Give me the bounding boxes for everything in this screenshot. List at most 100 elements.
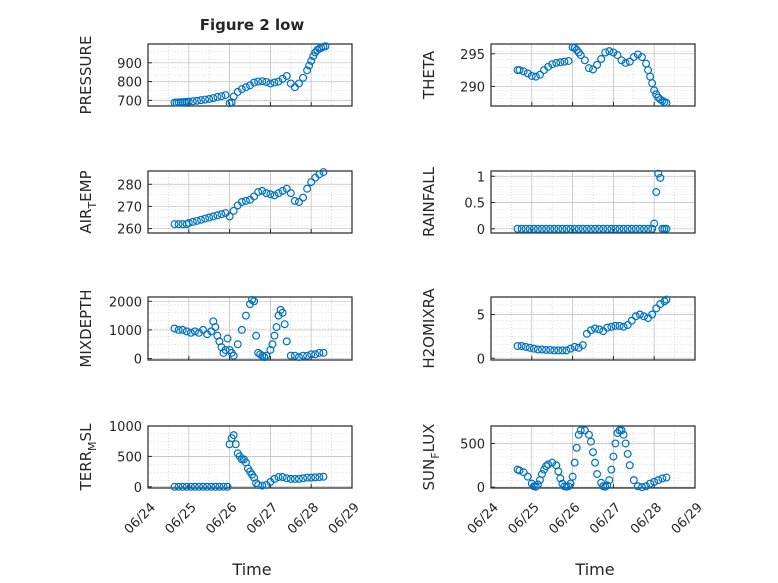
y-tick-label: 700 [117, 94, 142, 109]
data-point [182, 327, 191, 336]
data-point [662, 473, 671, 482]
y-tick-label: 260 [117, 223, 142, 238]
data-point [629, 476, 638, 485]
data-point [286, 474, 295, 483]
data-point [174, 325, 183, 334]
data-point [578, 341, 587, 350]
data-point [170, 482, 179, 491]
data-point [223, 482, 232, 491]
data-point [654, 476, 663, 485]
x-tick-label: 06/27 [587, 500, 624, 537]
data-point [282, 71, 291, 80]
panel-theta: 290 295 THETA [420, 43, 696, 107]
data-point [593, 470, 602, 479]
data-point [535, 70, 544, 79]
y-tick-label: 500 [117, 450, 142, 465]
data-point [529, 224, 538, 233]
data-point [299, 474, 308, 483]
axes-box [147, 425, 353, 489]
data-point [217, 210, 226, 219]
x-axis-label-right: Time [574, 560, 614, 579]
data-point [609, 48, 618, 57]
data-point [574, 224, 583, 233]
data-point [566, 479, 575, 488]
data-point [229, 92, 238, 101]
data-point [207, 482, 216, 491]
data-point [554, 224, 563, 233]
data-point [599, 224, 608, 233]
panel-air_temp: 260 270 280 AIRTEMP [77, 168, 353, 238]
y-tick-label: 280 [117, 178, 142, 193]
data-point [248, 295, 257, 304]
data-point [662, 295, 671, 304]
data-point [201, 214, 210, 223]
data-point [584, 430, 593, 439]
y-tick-label: 0 [134, 481, 142, 496]
data-point [523, 69, 532, 78]
data-point [290, 351, 299, 360]
data-point [282, 337, 291, 346]
y-tick-label: 500 [460, 437, 485, 452]
axes-box [147, 43, 353, 107]
panel-sun_flux: 0 500 06/24 06/25 06/26 06/27 06/28 06/29 SUNFLU… [420, 424, 706, 538]
data-point [260, 353, 269, 362]
data-point [519, 67, 528, 76]
data-point [223, 334, 232, 343]
panel-h2omixra: 0 5 H2OMIXRA [420, 288, 696, 369]
data-point [619, 224, 628, 233]
data-point [531, 72, 540, 81]
data-point [205, 213, 214, 222]
data-point [290, 196, 299, 205]
data-point [201, 95, 210, 104]
data-point [537, 345, 546, 354]
data-point [586, 437, 595, 446]
data-point [662, 98, 671, 107]
data-point [609, 452, 618, 461]
y-tick-label: 270 [117, 200, 142, 215]
data-point [305, 61, 314, 70]
data-point [568, 472, 577, 481]
x-tick-label: 06/26 [546, 500, 583, 537]
data-point [258, 481, 267, 490]
data-point [229, 431, 238, 440]
y-tick-label: 0 [477, 481, 485, 496]
data-point [603, 481, 612, 490]
data-point [241, 311, 250, 320]
data-point [258, 77, 267, 86]
data-point [656, 173, 665, 182]
data-point [313, 46, 322, 55]
data-point [580, 426, 589, 435]
y-tick-label: 0 [477, 223, 485, 238]
data-point [576, 51, 585, 60]
data-point [254, 188, 263, 197]
data-point [574, 343, 583, 352]
panel-mixdepth: 0 1000 2000 MIXDEPTH [77, 289, 353, 368]
data-point [586, 224, 595, 233]
data-point [311, 350, 320, 359]
data-point [537, 224, 546, 233]
data-point [233, 340, 242, 349]
data-point [570, 43, 579, 52]
data-point [637, 53, 646, 62]
data-point [203, 482, 212, 491]
data-point [270, 474, 279, 483]
data-point [615, 321, 624, 330]
data-point [529, 344, 538, 353]
data-point [241, 83, 250, 92]
axes-box [490, 43, 696, 107]
y-tick-label: 0 [477, 352, 485, 367]
data-point [299, 351, 308, 360]
data-point [213, 211, 222, 220]
data-point [170, 324, 179, 333]
data-point [646, 72, 655, 81]
data-point [650, 477, 659, 486]
data-point [315, 473, 324, 482]
data-point [560, 57, 569, 66]
x-tick-label: 06/25 [506, 500, 543, 537]
data-point [546, 345, 555, 354]
data-point [286, 189, 295, 198]
x-tick-label: 06/28 [628, 500, 665, 537]
data-point [548, 60, 557, 69]
data-point [644, 66, 653, 75]
data-point [231, 440, 240, 449]
